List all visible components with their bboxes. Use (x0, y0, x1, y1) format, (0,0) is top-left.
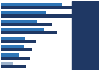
Bar (1, 45, 24, 48)
Bar (1, 62, 12, 65)
Bar (1, 31, 57, 35)
Bar (1, 14, 72, 18)
Bar (1, 3, 62, 6)
Bar (1, 11, 46, 14)
Bar (1, 57, 30, 60)
Bar (72, 1, 99, 70)
Bar (1, 20, 37, 23)
Bar (1, 65, 26, 68)
Bar (1, 53, 19, 57)
Bar (1, 40, 36, 43)
Bar (1, 48, 32, 51)
Bar (1, 23, 52, 26)
Bar (1, 6, 84, 9)
Bar (1, 28, 44, 31)
Bar (1, 36, 25, 40)
